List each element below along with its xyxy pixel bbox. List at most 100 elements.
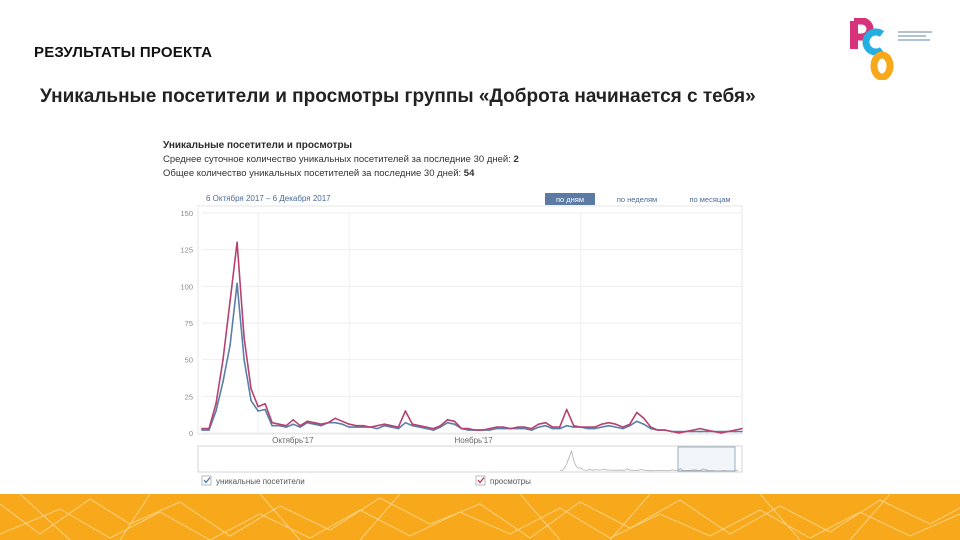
stats-average-value: 2 [513,154,519,165]
series-point [664,429,666,431]
visitors-chart: 6 Октября 2017 – 6 Декабря 2017 по дням п… [180,193,743,486]
series-point [376,424,379,427]
x-axis-labels: Октябрь'17 Ноябрь'17 [272,436,493,445]
legend-item-1[interactable]: просмотры [475,475,531,486]
series-point [650,426,652,428]
series-point [607,421,610,424]
series-point [369,426,372,428]
series-point [495,426,498,428]
series-point [278,424,280,427]
overview-strip[interactable] [197,445,743,473]
series-point [376,427,379,430]
overview-window-handle[interactable] [677,446,736,472]
series-point [299,424,301,427]
series-point [600,426,603,428]
series-point [404,410,407,412]
series-point [236,282,238,285]
series-point [397,426,400,428]
series-point [341,423,344,425]
check-icon [477,477,485,484]
series-point [706,429,708,431]
series-point [250,388,252,390]
tab-label: по месяцам [689,195,730,204]
series-point [671,430,673,433]
series-point [208,427,210,430]
series-point [201,429,203,431]
series-point [334,417,337,420]
series-point [439,426,442,428]
page-title: Уникальные посетители и просмотры группы… [40,86,756,107]
y-tick-label: 25 [185,392,193,401]
series-point [628,423,631,425]
series-point [502,427,505,430]
period-tabs: по дням по неделям по месяцам [545,193,731,205]
series-point [439,424,442,427]
series-point [432,429,435,431]
date-range[interactable]: 6 Октября 2017 – 6 Декабря 2017 [206,194,331,203]
series-point [432,427,435,430]
series-point [411,423,414,425]
series-point [306,420,308,423]
series-point [537,426,540,428]
series-point [341,420,344,423]
series-point [243,358,245,361]
stats-total-label: Общее количество уникальных посетителей … [163,168,462,179]
series-point [348,423,351,425]
series-point [636,420,638,423]
y-tick-label: 50 [185,356,193,365]
series-point [425,427,428,430]
series-point [355,424,358,427]
series-point [607,424,610,427]
series-point [467,427,470,430]
logo-letter-c [862,28,885,56]
stats-average-label: Среднее суточное количество уникальных п… [163,154,511,165]
overview-line [560,449,739,472]
y-tick-label: 75 [185,319,193,328]
series-point [741,430,743,433]
series-point [467,429,470,431]
series-point [264,402,266,405]
legend-label: просмотры [490,477,531,486]
series-point [734,430,736,433]
series-point [558,427,561,430]
series-point [523,426,526,428]
footer-decoration [0,494,960,540]
legend-checkbox[interactable] [201,475,212,486]
stats-block: Уникальные посетители и просмотры Средне… [163,140,763,179]
series-point [201,427,203,430]
logo [850,18,932,80]
tab-label: по неделям [617,195,657,204]
tab-0[interactable]: по дням [545,193,595,205]
series-point [215,402,217,405]
series-point [383,424,386,427]
tab-2[interactable]: по месяцам [689,195,730,204]
y-tick-label: 0 [189,429,193,438]
legend-item-0[interactable]: уникальные посетители [201,475,305,486]
series-point [706,430,708,433]
series-point [544,421,547,424]
legend-label: уникальные посетители [216,477,305,486]
series-point [720,430,722,433]
chart-grid [202,212,742,434]
legend-checkbox[interactable] [475,475,486,486]
series-point [621,426,624,428]
series-point [229,300,231,302]
series-point [692,429,694,431]
series-point [565,408,568,411]
series-point [320,424,323,427]
series-point [257,410,259,412]
series-point [537,423,540,425]
series-point [327,421,330,424]
series-point [586,427,589,430]
series-point [509,427,512,430]
series-point [404,421,407,424]
y-tick-label: 100 [180,282,193,291]
series-point [411,424,414,427]
series-point [320,423,323,425]
tab-1[interactable]: по неделям [617,195,657,204]
series-point [229,344,231,346]
series-point [720,432,722,434]
series-point [685,430,687,433]
series-point [593,427,596,430]
series-point [734,429,736,431]
